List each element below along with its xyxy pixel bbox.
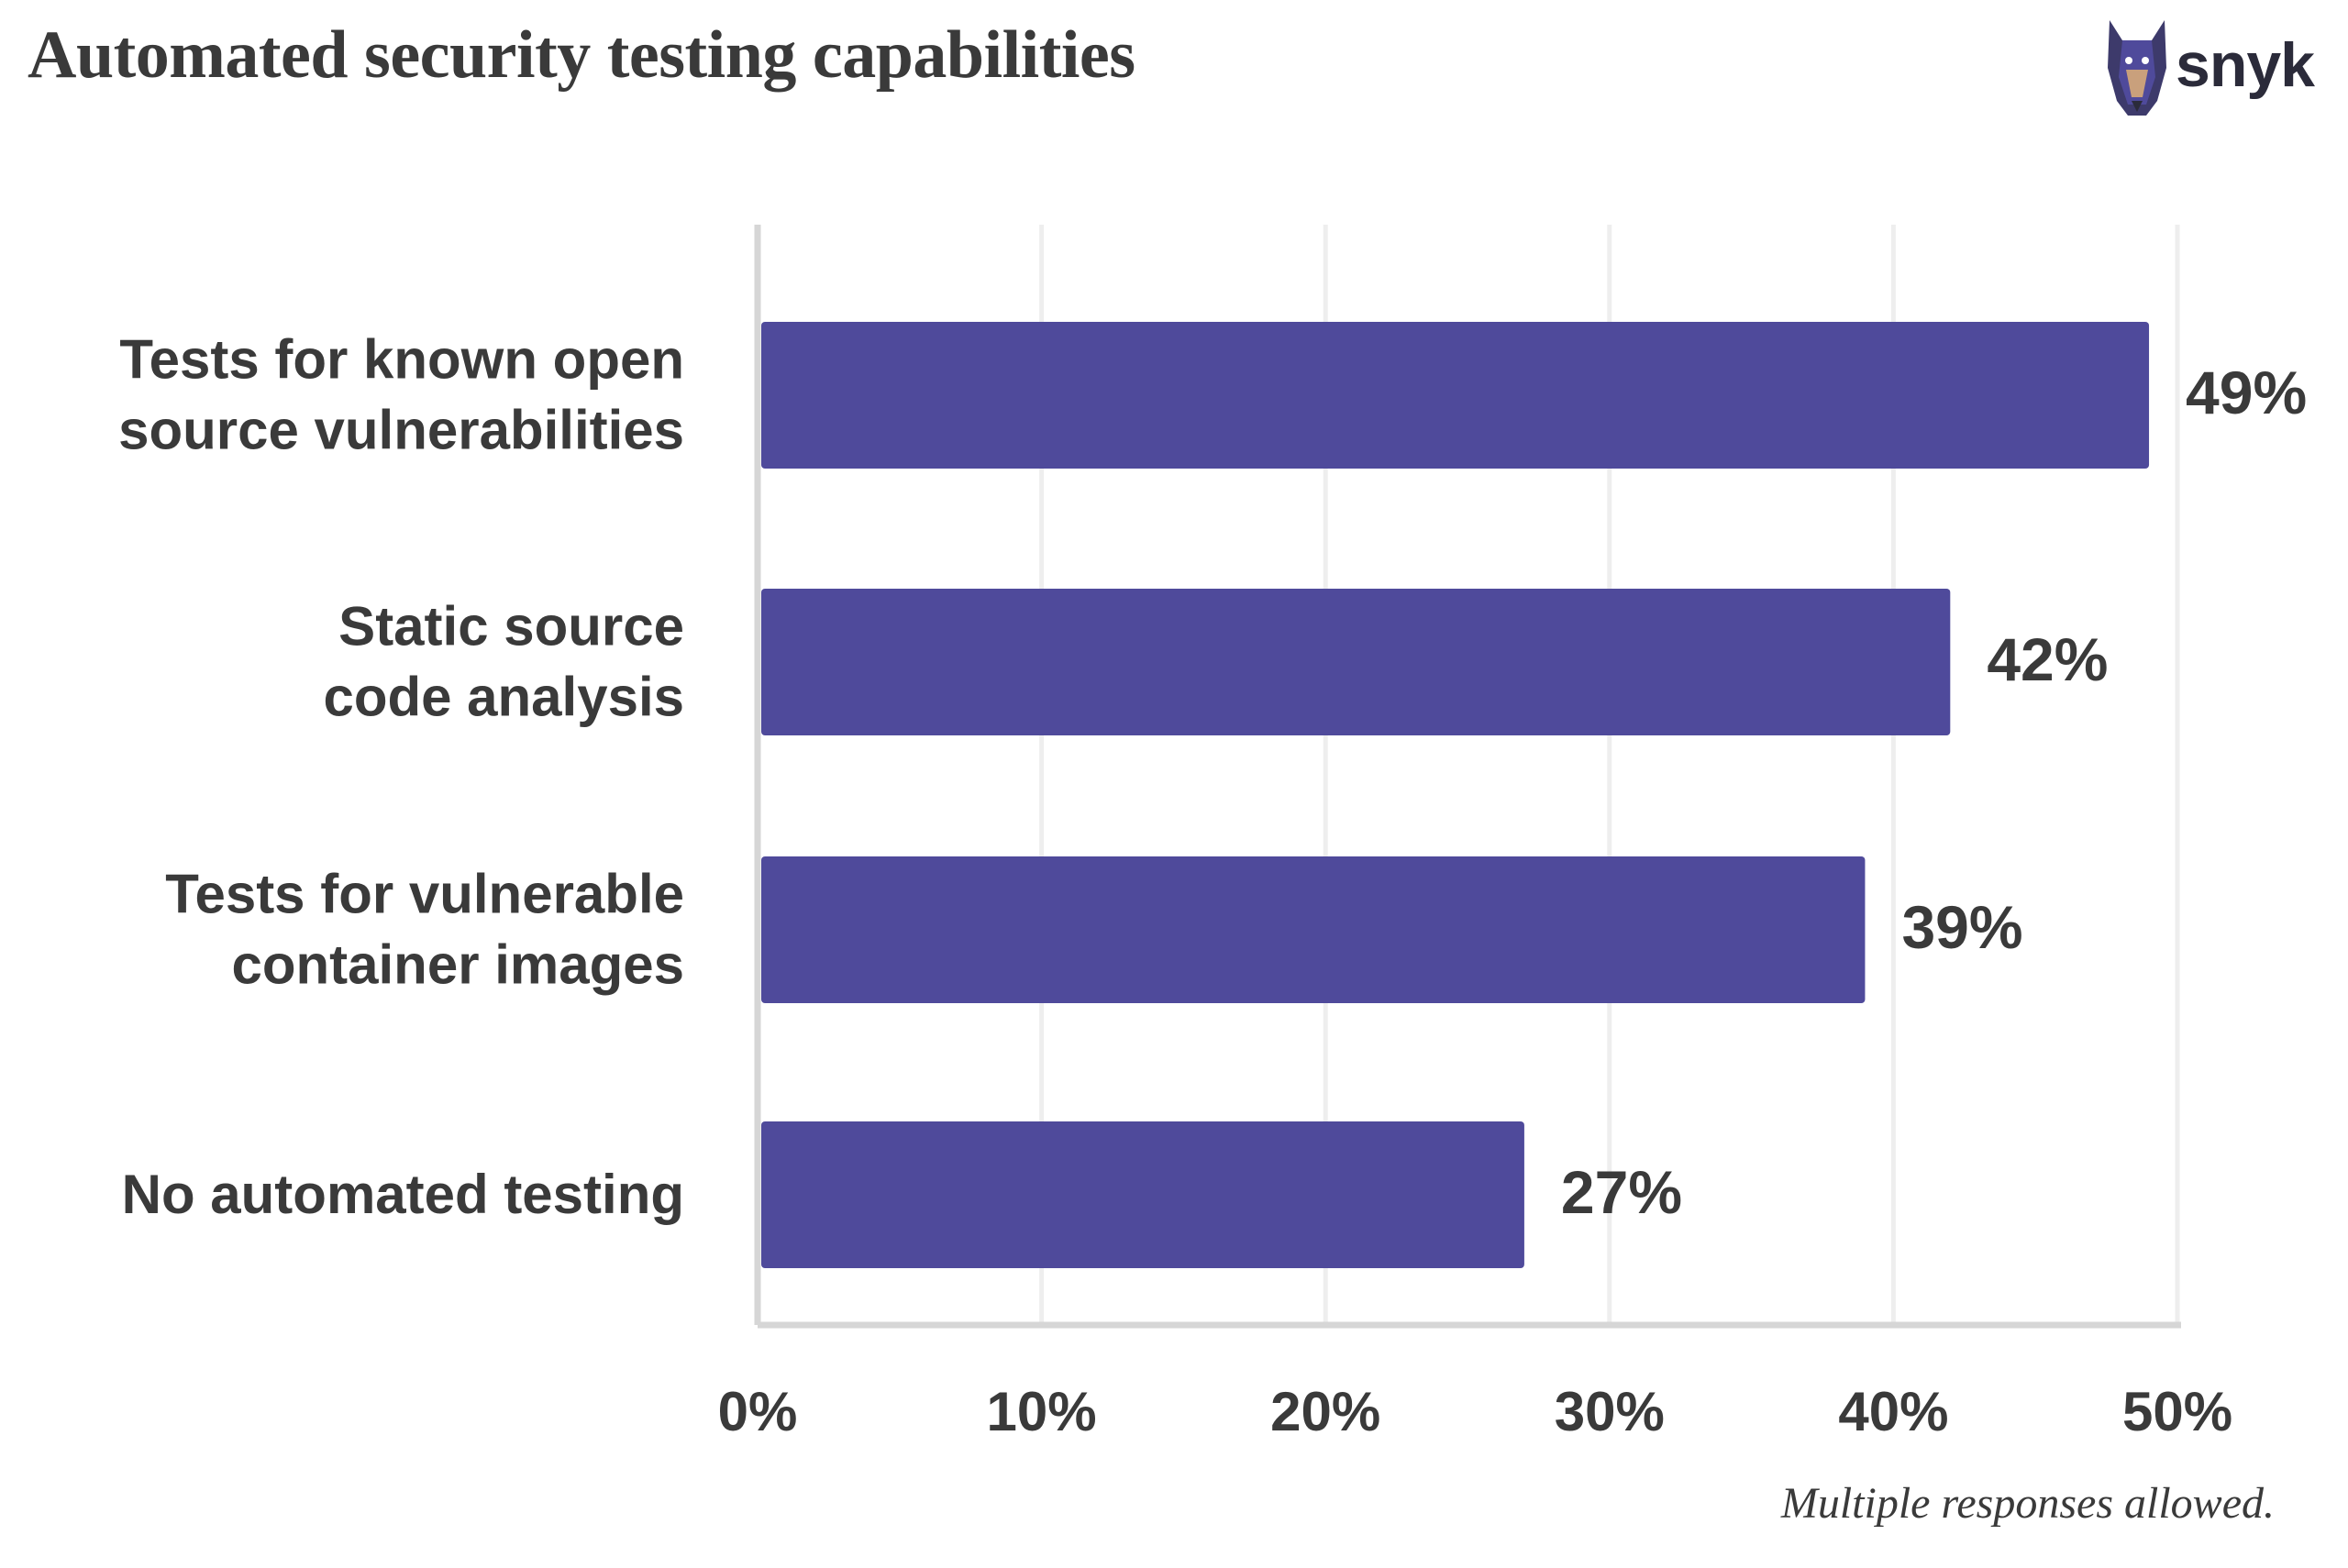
footnote: Multiple responses allowed. <box>1780 1479 2275 1528</box>
x-tick-label: 30% <box>1555 1381 1665 1442</box>
snyk-logo: snyk <box>2100 13 2330 123</box>
x-tick-label: 50% <box>2122 1381 2232 1442</box>
chart-title: Automated security testing capabilities <box>28 17 1135 93</box>
category-label: code analysis <box>323 667 684 728</box>
value-label: 49% <box>2186 359 2307 426</box>
category-label: No automated testing <box>122 1164 684 1225</box>
category-label: Tests for known open <box>119 329 684 391</box>
bar <box>761 856 1866 1003</box>
category-label: container images <box>231 934 684 996</box>
value-label: 27% <box>1561 1158 1682 1226</box>
bar <box>761 322 2150 469</box>
x-tick-label: 10% <box>987 1381 1097 1442</box>
bar <box>761 1121 1524 1268</box>
bar <box>761 589 1951 735</box>
value-label: 42% <box>1987 625 2108 693</box>
value-label: 39% <box>1901 893 2022 961</box>
logo-wordmark: snyk <box>2176 30 2315 100</box>
category-label: Tests for vulnerable <box>165 864 684 925</box>
doberman-icon <box>2108 20 2166 116</box>
x-tick-label: 40% <box>1838 1381 1948 1442</box>
category-label: source vulnerabilities <box>118 400 684 461</box>
x-tick-label: 0% <box>718 1381 798 1442</box>
x-tick-label: 20% <box>1270 1381 1380 1442</box>
category-label: Static source <box>338 596 684 657</box>
